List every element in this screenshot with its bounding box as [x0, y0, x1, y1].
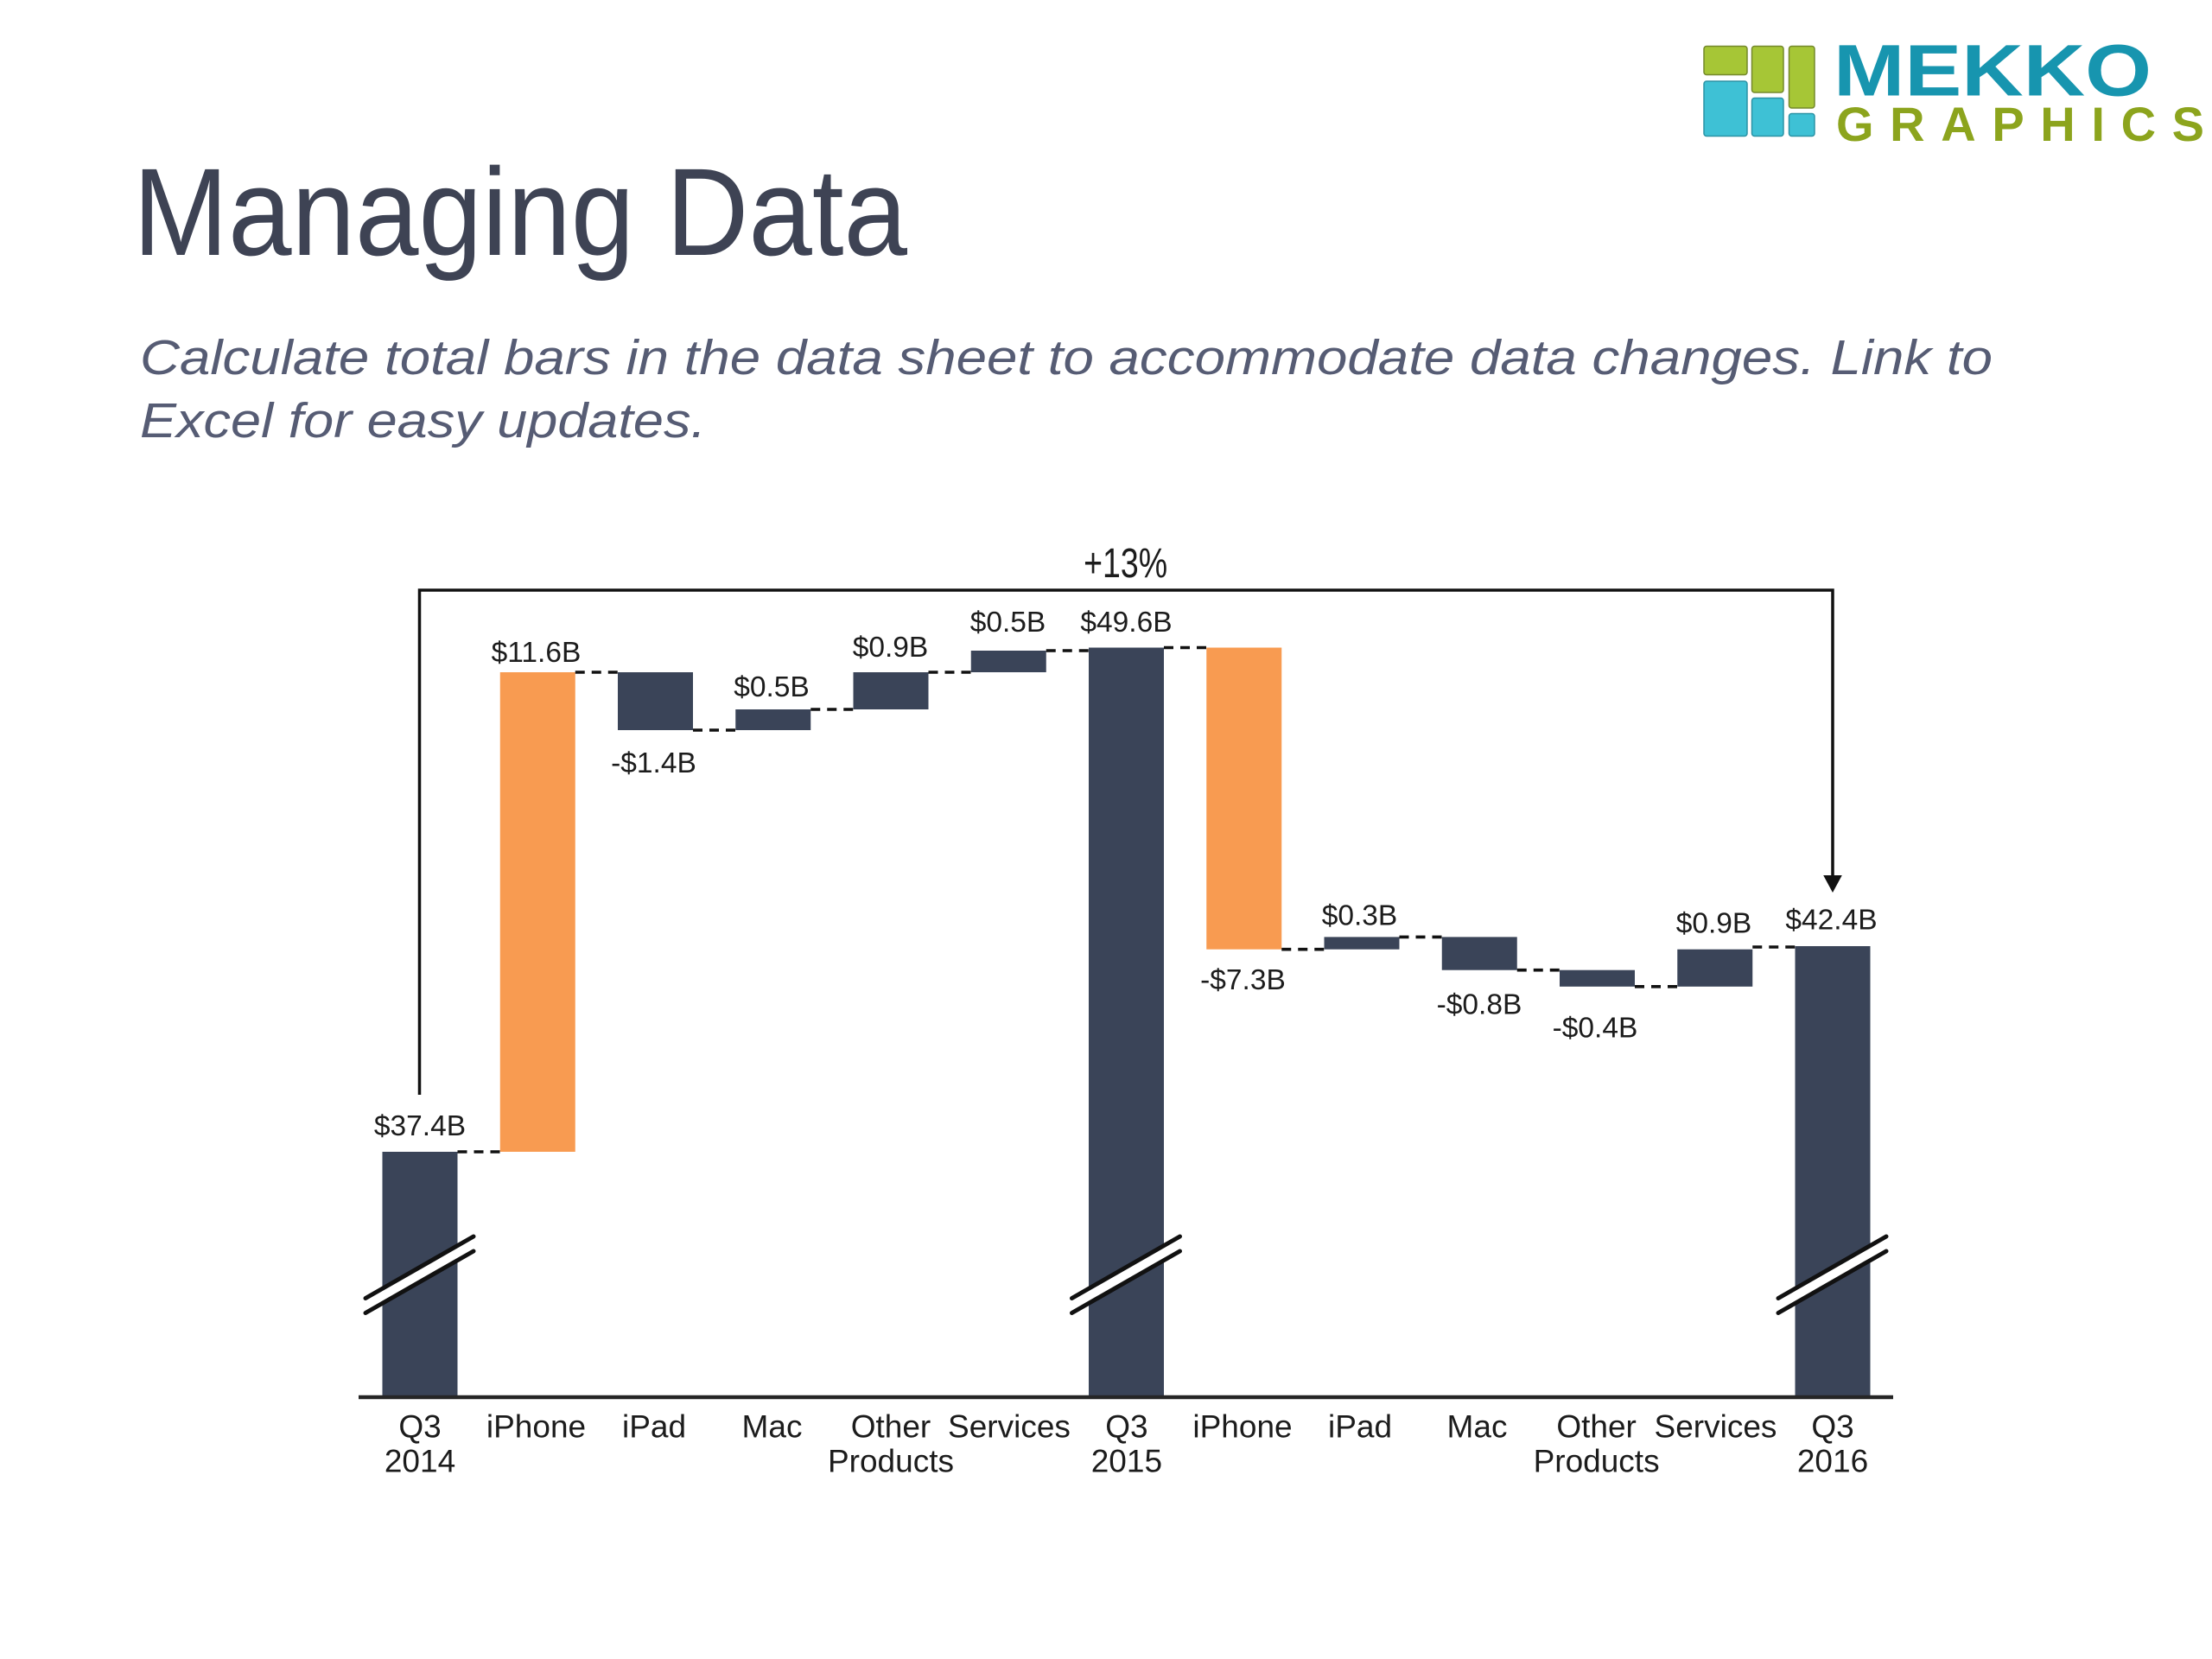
svg-text:iPhone: iPhone — [486, 1409, 586, 1445]
svg-text:Services: Services — [948, 1409, 1071, 1445]
svg-text:Excel for easy updates.: Excel for easy updates. — [140, 393, 706, 448]
svg-text:2016: 2016 — [1797, 1444, 1868, 1479]
svg-text:Other: Other — [851, 1409, 931, 1445]
svg-text:Q3: Q3 — [1105, 1409, 1147, 1445]
svg-text:+13%: +13% — [1084, 541, 1167, 587]
svg-text:$0.9B: $0.9B — [1676, 908, 1752, 940]
svg-text:-$7.3B: -$7.3B — [1200, 964, 1286, 996]
svg-text:$49.6B: $49.6B — [1080, 607, 1172, 639]
svg-text:Services: Services — [1655, 1409, 1777, 1445]
svg-text:$0.3B: $0.3B — [1322, 900, 1398, 932]
svg-text:Calculate total bars in the da: Calculate total bars in the data sheet t… — [140, 330, 1993, 385]
svg-text:MEKKO: MEKKO — [1834, 30, 2152, 111]
svg-text:Products: Products — [1534, 1444, 1660, 1479]
svg-text:$0.5B: $0.5B — [970, 607, 1046, 639]
svg-text:Q3: Q3 — [398, 1409, 441, 1445]
svg-text:-$1.4B: -$1.4B — [611, 747, 696, 779]
svg-text:iPhone: iPhone — [1192, 1409, 1292, 1445]
svg-text:Mac: Mac — [1447, 1409, 1508, 1445]
svg-text:Products: Products — [828, 1444, 954, 1479]
svg-text:$11.6B: $11.6B — [492, 637, 582, 669]
svg-text:GRAPHICS: GRAPHICS — [1836, 97, 2204, 151]
svg-text:Other: Other — [1556, 1409, 1637, 1445]
svg-text:Managing Data: Managing Data — [133, 143, 908, 282]
svg-text:iPad: iPad — [622, 1409, 686, 1445]
svg-text:2014: 2014 — [385, 1444, 455, 1479]
svg-text:-$0.8B: -$0.8B — [1437, 989, 1522, 1021]
svg-text:$0.5B: $0.5B — [734, 671, 810, 703]
svg-text:$37.4B: $37.4B — [374, 1110, 466, 1142]
svg-text:iPad: iPad — [1328, 1409, 1392, 1445]
svg-text:$0.9B: $0.9B — [853, 632, 929, 664]
svg-text:-$0.4B: -$0.4B — [1553, 1013, 1638, 1045]
svg-text:2015: 2015 — [1091, 1444, 1162, 1479]
svg-text:Mac: Mac — [742, 1409, 803, 1445]
svg-text:$42.4B: $42.4B — [1785, 905, 1877, 937]
svg-text:Q3: Q3 — [1811, 1409, 1853, 1445]
